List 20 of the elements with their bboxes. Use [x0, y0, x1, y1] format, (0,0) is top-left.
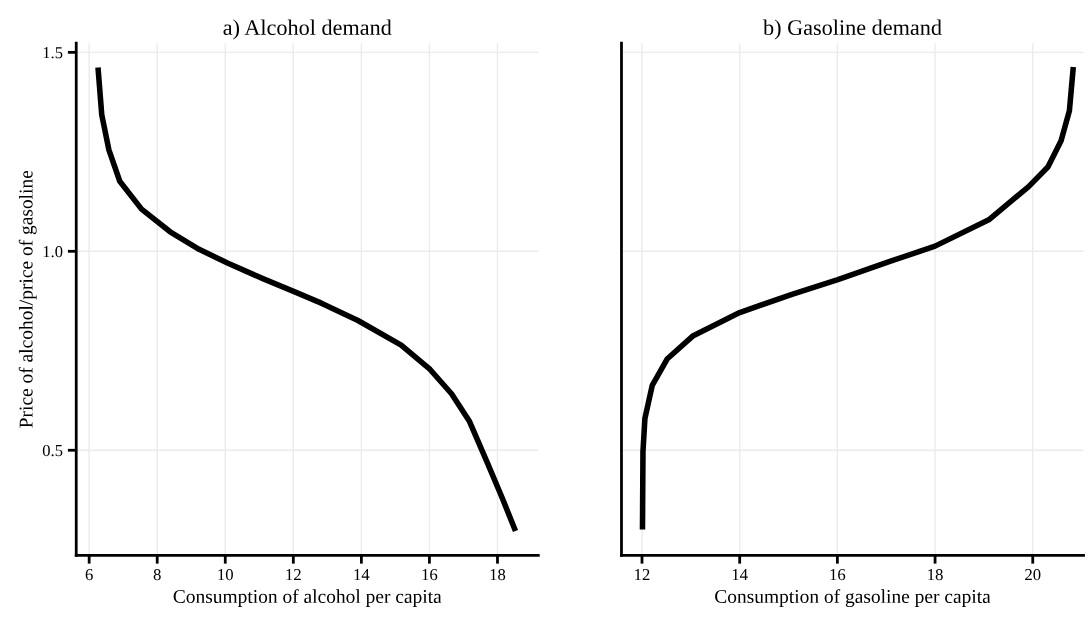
x-tick-label: 8 — [153, 568, 161, 581]
x-axis-title: Consumption of alcohol per capita — [173, 589, 442, 607]
y-tick-label: 1.5 — [43, 47, 63, 59]
chart-title: b) Gasoline demand — [763, 19, 942, 40]
x-tick-label: 6 — [85, 569, 93, 581]
x-tick-label: 14 — [354, 569, 370, 581]
y-axis-title: Price of alcohol/price of gasoline — [18, 170, 37, 428]
x-tick-label: 12 — [635, 569, 650, 581]
y-tick-label: 0.5 — [42, 444, 63, 457]
x-tick-label: 14 — [732, 569, 748, 581]
x-axis-title: Consumption of gasoline per capita — [715, 589, 991, 608]
x-tick-label: 16 — [830, 569, 846, 581]
x-tick-label: 18 — [490, 568, 506, 581]
x-tick-label: 12 — [286, 569, 301, 581]
x-tick-label: 16 — [422, 569, 438, 581]
x-tick-label: 18 — [928, 568, 943, 581]
chart-title: a) Alcohol demand — [223, 19, 392, 40]
y-tick-label: 1.0 — [43, 246, 63, 258]
x-tick-label: 10 — [218, 568, 233, 581]
x-tick-label: 20 — [1025, 568, 1041, 581]
